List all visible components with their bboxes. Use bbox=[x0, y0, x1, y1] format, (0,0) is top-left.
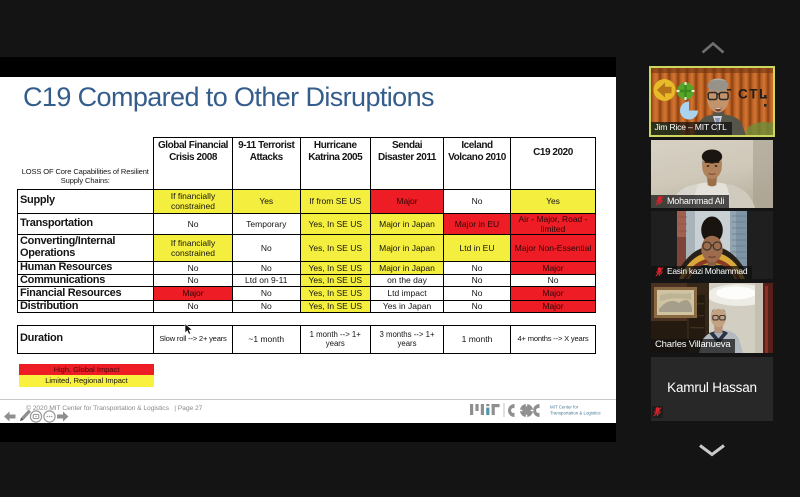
svg-text:Transportation & Logistics: Transportation & Logistics bbox=[550, 411, 601, 416]
svg-text:MIT Center for: MIT Center for bbox=[550, 405, 579, 410]
svg-text:T CTL: T CTL bbox=[723, 86, 769, 101]
